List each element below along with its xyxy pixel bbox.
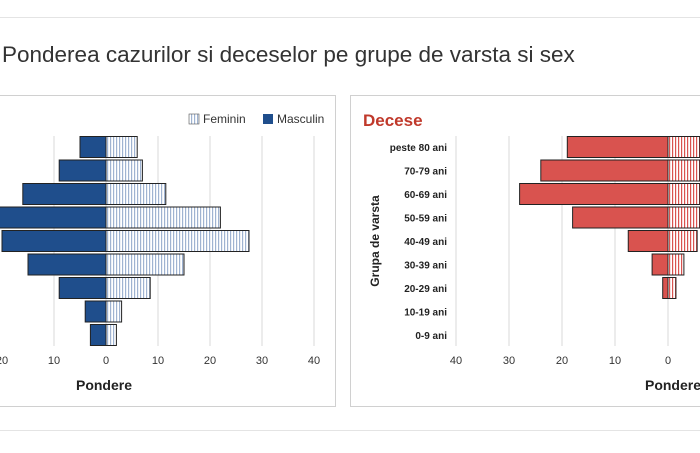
- x-axis-title: Pondere: [76, 377, 132, 393]
- cases-chart-panel: 0 10 20 30 40 10 20 Pondere Feminin Masculin: [0, 95, 336, 407]
- legend-swatch-masculin: [263, 114, 273, 124]
- bar-feminin: [667, 136, 700, 158]
- bar-masculin: [572, 206, 669, 229]
- y-tick-label: 20-29 ani: [404, 284, 447, 295]
- x-tick-label: 30: [256, 355, 268, 367]
- x-tick-label: 10: [48, 355, 60, 367]
- top-rule: [0, 17, 700, 18]
- x-tick-label: 20: [204, 355, 216, 367]
- bar-feminin: [667, 206, 700, 229]
- deaths-chart: 40 30 20 10 0 Decese peste 80 ani 70-79 ani 60-6…: [363, 111, 700, 393]
- bottom-rule: [0, 430, 700, 431]
- bar-feminin: [105, 230, 250, 252]
- x-tick-label: 10: [152, 355, 164, 367]
- bar-masculin: [1, 230, 107, 252]
- bar-feminin: [667, 277, 677, 299]
- y-tick-label: 40-49 ani: [404, 237, 447, 248]
- x-tick-label: 30: [503, 355, 515, 367]
- bar-feminin: [667, 230, 698, 252]
- bar-masculin: [540, 159, 669, 182]
- bar-feminin: [105, 183, 167, 205]
- bar-feminin: [105, 206, 221, 229]
- bar-feminin: [667, 253, 685, 276]
- bar-masculin: [84, 300, 107, 323]
- deaths-chart-panel: 40 30 20 10 0 Decese peste 80 ani 70-79 ani 60-6…: [350, 95, 700, 407]
- legend-label-feminin: Feminin: [203, 112, 246, 126]
- bar-masculin: [58, 159, 107, 182]
- bar-feminin: [105, 136, 138, 158]
- y-axis-title: Grupa de varsta: [368, 195, 382, 287]
- y-tick-label: 30-39 ani: [404, 261, 447, 272]
- bar-feminin: [667, 159, 700, 182]
- x-tick-label: 20: [0, 355, 8, 367]
- bar-masculin: [27, 253, 107, 276]
- legend-label-masculin: Masculin: [277, 112, 324, 126]
- x-tick-label: 40: [308, 355, 320, 367]
- x-tick-label: 10: [609, 355, 621, 367]
- bar-feminin: [105, 324, 117, 346]
- bar-masculin: [79, 136, 107, 158]
- bar-masculin: [519, 183, 669, 205]
- x-tick-label: 0: [665, 355, 671, 367]
- bar-masculin: [0, 206, 107, 229]
- x-tick-label: 0: [103, 355, 109, 367]
- bar-feminin: [105, 159, 143, 182]
- bar-masculin: [22, 183, 107, 205]
- y-tick-label: 0-9 ani: [415, 331, 447, 342]
- bar-feminin: [667, 183, 700, 205]
- y-tick-label: 70-79 ani: [404, 167, 447, 178]
- bar-masculin: [58, 277, 107, 299]
- page-title: Ponderea cazurilor si deceselor pe grupe…: [2, 42, 575, 67]
- bar-masculin: [662, 277, 669, 299]
- bar-feminin: [105, 300, 123, 323]
- x-axis-title: Pondere: [645, 377, 700, 393]
- bar-masculin: [89, 324, 107, 346]
- bar-masculin: [627, 230, 669, 252]
- bar-masculin: [651, 253, 669, 276]
- x-tick-label: 20: [556, 355, 568, 367]
- cases-chart: 0 10 20 30 40 10 20 Pondere Feminin Masculin: [0, 112, 324, 393]
- x-tick-label: 40: [450, 355, 462, 367]
- y-tick-label: 10-19 ani: [404, 308, 447, 319]
- y-tick-label: 60-69 ani: [404, 190, 447, 201]
- bar-feminin: [105, 277, 151, 299]
- legend-swatch-feminin: [188, 113, 200, 125]
- chart-title: Decese: [363, 111, 423, 130]
- bar-feminin: [105, 253, 185, 276]
- y-tick-label: peste 80 ani: [390, 143, 447, 154]
- y-tick-label: 50-59 ani: [404, 214, 447, 225]
- bar-masculin: [566, 136, 669, 158]
